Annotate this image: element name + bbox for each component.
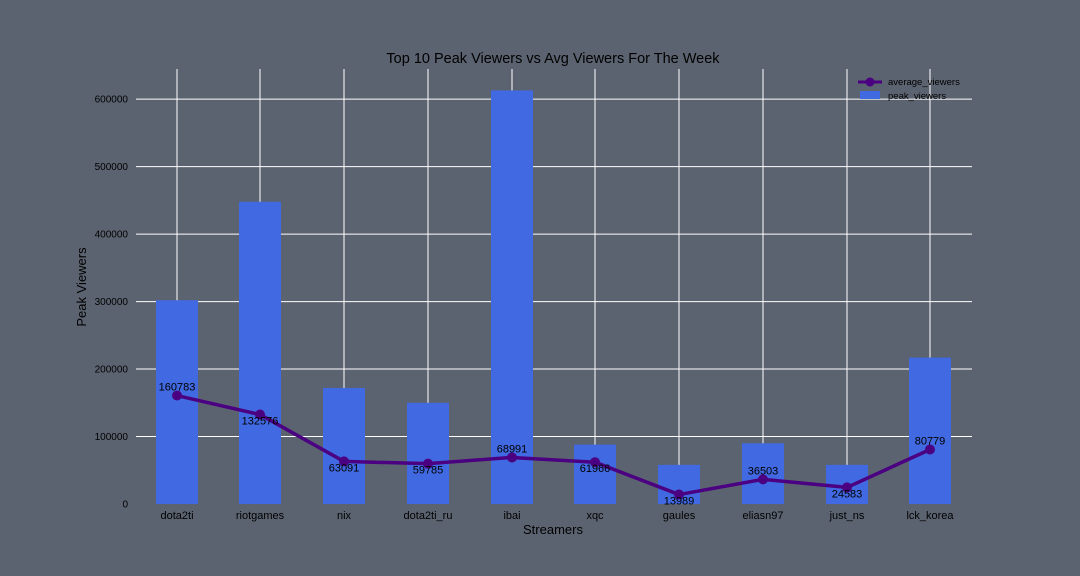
chart-title: Top 10 Peak Viewers vs Avg Viewers For T… bbox=[386, 51, 720, 67]
bar bbox=[491, 90, 533, 504]
x-tick-label: just_ns bbox=[829, 510, 865, 522]
bar-series bbox=[156, 90, 951, 504]
line-point bbox=[255, 409, 265, 420]
data-label: 13989 bbox=[664, 496, 695, 508]
y-axis-label: Peak Viewers bbox=[74, 247, 89, 327]
x-tick-label: nix bbox=[337, 510, 352, 522]
legend: average_viewers peak_viewers bbox=[858, 77, 960, 102]
y-tick-label: 300000 bbox=[95, 297, 129, 308]
x-axis-label: Streamers bbox=[523, 522, 583, 537]
data-label: 63091 bbox=[329, 462, 360, 474]
bar bbox=[156, 300, 198, 504]
legend-bar-swatch bbox=[860, 91, 880, 99]
x-tick-label: dota2ti bbox=[160, 510, 193, 522]
average-viewers-line bbox=[176, 393, 931, 497]
y-tick-label: 100000 bbox=[95, 432, 129, 443]
line-point bbox=[758, 474, 768, 485]
x-tick-label: ibai bbox=[503, 510, 520, 522]
legend-marker-swatch bbox=[865, 77, 875, 87]
y-tick-label: 500000 bbox=[95, 162, 129, 173]
bar bbox=[239, 201, 281, 504]
bar bbox=[574, 444, 616, 504]
line-point bbox=[507, 452, 517, 463]
x-tick-label: dota2ti_ru bbox=[404, 510, 453, 522]
axes: 0 100000 200000 300000 400000 500000 600000 dot… bbox=[95, 95, 955, 522]
x-tick-label: eliasn97 bbox=[743, 510, 784, 522]
line-point bbox=[842, 482, 852, 493]
data-label: 68991 bbox=[497, 443, 528, 455]
bar bbox=[323, 387, 365, 504]
bar bbox=[909, 357, 951, 504]
line-point bbox=[172, 390, 182, 401]
y-tick-label: 600000 bbox=[95, 95, 129, 106]
x-tick-label: gaules bbox=[663, 510, 696, 522]
line-point bbox=[674, 489, 684, 500]
y-tick-label: 200000 bbox=[95, 365, 129, 376]
data-label: 132576 bbox=[242, 416, 279, 428]
y-tick-label: 400000 bbox=[95, 230, 129, 241]
bar bbox=[742, 443, 784, 504]
data-label: 59785 bbox=[413, 465, 444, 477]
line-point bbox=[925, 444, 935, 455]
bar bbox=[407, 402, 449, 504]
data-label: 160783 bbox=[159, 382, 196, 394]
x-tick-label: lck_korea bbox=[906, 510, 954, 522]
data-label: 36503 bbox=[748, 465, 779, 477]
line-point bbox=[590, 457, 600, 468]
x-tick-label: xqc bbox=[586, 510, 604, 522]
line-series bbox=[172, 390, 935, 500]
line-point bbox=[423, 458, 433, 469]
data-label: 80779 bbox=[915, 435, 946, 447]
x-tick-label: riotgames bbox=[236, 510, 285, 522]
data-label: 61966 bbox=[580, 463, 611, 475]
legend-label-peak-viewers: peak_viewers bbox=[888, 91, 946, 102]
y-tick-label: 0 bbox=[122, 500, 128, 511]
data-label: 24583 bbox=[832, 488, 863, 500]
line-point bbox=[339, 456, 349, 467]
data-labels: 160783 132576 63091 59785 68991 61966 13989 365… bbox=[159, 382, 946, 508]
legend-label-average-viewers: average_viewers bbox=[888, 77, 960, 88]
